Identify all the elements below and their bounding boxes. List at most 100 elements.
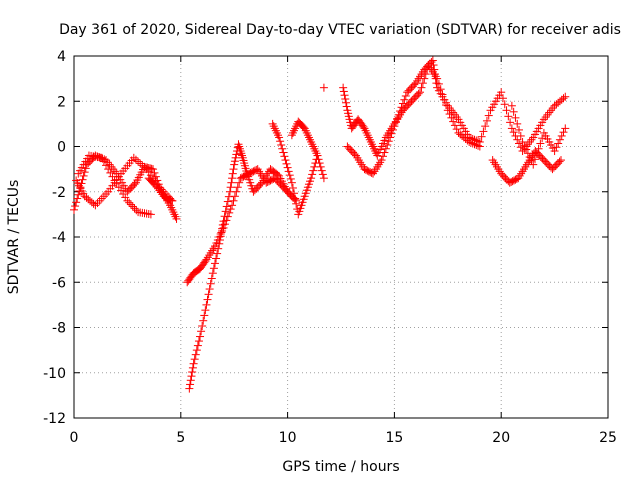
data-point [559, 94, 568, 103]
data-point [230, 192, 239, 201]
data-point [131, 155, 140, 164]
data-point [532, 150, 541, 159]
data-point [525, 137, 534, 146]
data-point [319, 83, 328, 92]
plot-frame [73, 55, 609, 419]
data-point [398, 99, 407, 108]
data-point [502, 106, 511, 115]
data-point [212, 254, 221, 263]
data-point [391, 118, 400, 127]
data-point [282, 159, 291, 168]
data-point [394, 110, 403, 119]
data-point [418, 79, 427, 88]
data-point [229, 165, 238, 174]
data-point [121, 193, 130, 202]
data-point [108, 172, 117, 181]
data-point [527, 156, 536, 165]
data-point [430, 70, 439, 79]
data-point [299, 123, 308, 132]
data-point [235, 178, 244, 187]
y-tick-label: -2 [52, 185, 66, 201]
data-point [277, 140, 286, 149]
data-point [393, 114, 402, 123]
data-point [114, 183, 123, 192]
data-point [99, 192, 108, 201]
data-point [227, 178, 236, 187]
data-point [209, 264, 218, 273]
data-point [192, 346, 201, 355]
data-point [81, 164, 90, 173]
data-point [428, 56, 437, 65]
data-point [283, 163, 292, 172]
data-point [315, 159, 324, 168]
data-point [146, 210, 155, 219]
data-point [316, 162, 325, 171]
y-tick-label: 0 [57, 140, 66, 156]
data-point [194, 337, 203, 346]
data-points [70, 56, 570, 393]
data-point [396, 107, 405, 116]
data-point [513, 119, 522, 128]
data-point [450, 121, 459, 130]
data-point [515, 139, 523, 148]
data-point [97, 153, 106, 162]
data-point [207, 274, 216, 283]
data-point [228, 201, 237, 210]
data-point [235, 142, 244, 151]
data-point [125, 198, 134, 207]
data-point [220, 220, 229, 229]
data-point [416, 88, 425, 97]
data-point [414, 89, 423, 98]
data-point [307, 174, 316, 183]
data-point [217, 228, 226, 237]
data-point [203, 295, 212, 304]
data-point [73, 194, 82, 203]
x-tick-label: 0 [70, 430, 79, 446]
x-tick-label: 15 [385, 430, 403, 446]
data-point [208, 269, 217, 278]
data-point [102, 190, 111, 199]
data-point [401, 91, 410, 100]
data-point [522, 145, 531, 154]
data-point [80, 168, 89, 177]
data-point [384, 137, 393, 146]
data-point [205, 285, 214, 294]
data-point [188, 363, 197, 372]
data-point [74, 190, 83, 199]
x-tick-label: 5 [176, 430, 185, 446]
data-point [341, 98, 350, 107]
data-point [288, 183, 297, 192]
data-point [314, 155, 323, 164]
data-point [552, 143, 561, 152]
data-point [470, 135, 479, 144]
data-point [309, 166, 318, 175]
data-point [534, 144, 543, 153]
chart-title: Day 361 of 2020, Sidereal Day-to-day VTE… [59, 22, 621, 38]
y-tick-label: -6 [52, 275, 66, 291]
data-point [468, 134, 477, 143]
data-point [79, 171, 88, 180]
data-point [381, 144, 390, 153]
data-point [536, 139, 545, 148]
data-point [432, 79, 441, 88]
data-point [130, 204, 139, 213]
data-point [561, 92, 570, 101]
data-point [223, 212, 232, 221]
x-tick-label: 10 [279, 430, 297, 446]
data-point [527, 135, 536, 144]
y-tick-label: -10 [43, 366, 66, 382]
y-tick-label: 2 [57, 94, 66, 110]
data-point [383, 140, 392, 149]
data-point [507, 101, 516, 110]
data-point [199, 316, 208, 325]
data-point [123, 196, 132, 205]
data-point [229, 196, 238, 205]
data-point [230, 160, 239, 169]
data-point [119, 190, 128, 199]
data-point [97, 194, 106, 203]
data-point [191, 350, 200, 359]
data-point [319, 174, 328, 183]
data-point [341, 94, 350, 103]
data-point [112, 179, 121, 188]
